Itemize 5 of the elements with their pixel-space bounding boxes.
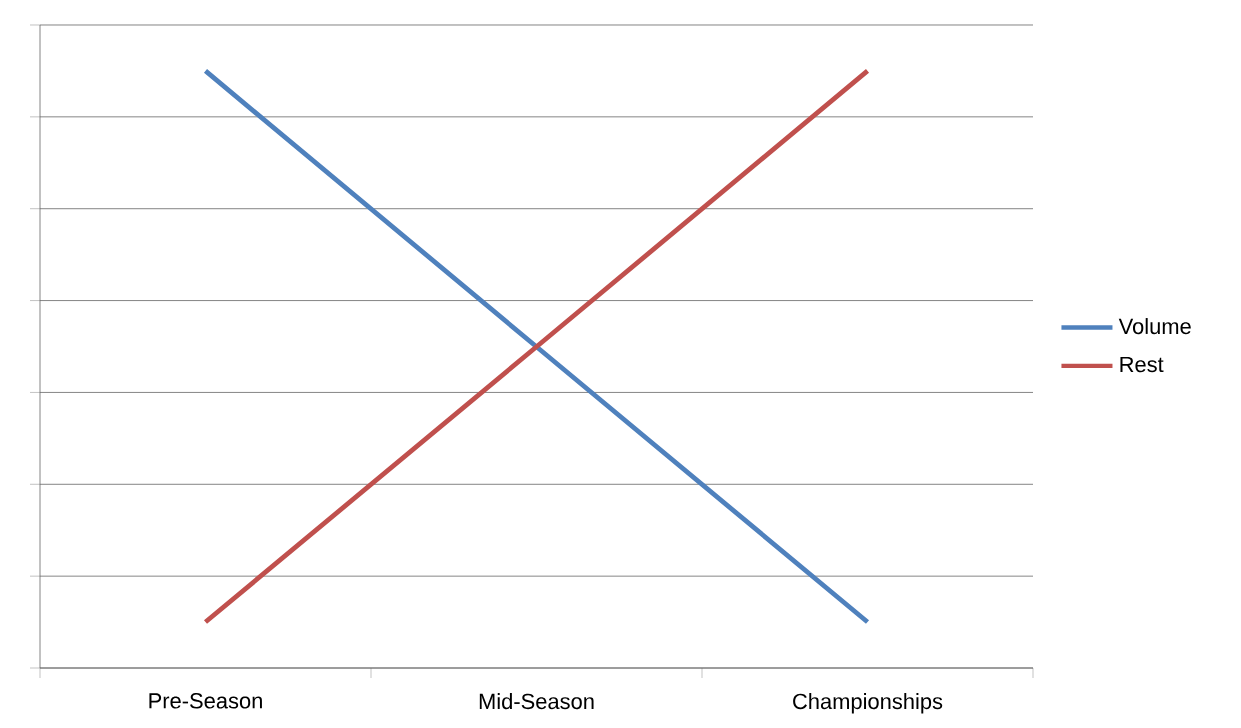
x-tick-label: Mid-Season xyxy=(479,693,594,710)
x-tick-label: Championships xyxy=(793,693,943,714)
x-tick-label: Pre-Season xyxy=(149,693,262,709)
legend-label: Rest xyxy=(1120,356,1164,373)
legend-label: Volume xyxy=(1118,318,1191,335)
